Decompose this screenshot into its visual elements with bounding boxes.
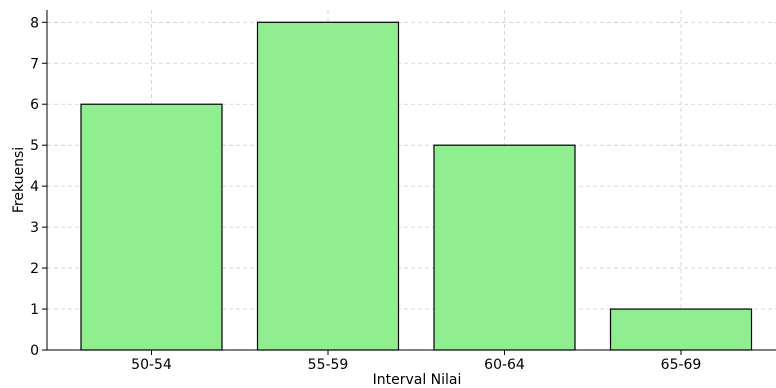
- x-tick-label: 50-54: [131, 357, 172, 373]
- bar: [609, 308, 753, 351]
- y-axis-label: Frekuensi: [11, 147, 27, 213]
- bar: [433, 144, 576, 351]
- x-tick-label: 65-69: [661, 357, 702, 373]
- y-axis-ticks: 0 1 2 3 4 5 6 7 8: [30, 15, 47, 359]
- y-tick-label: 5: [30, 138, 39, 154]
- x-axis-label: Interval Nilai: [373, 372, 462, 388]
- y-tick-label: 8: [30, 15, 39, 31]
- x-tick-label: 55-59: [308, 357, 349, 373]
- bar: [256, 21, 400, 351]
- y-tick-label: 6: [30, 97, 39, 113]
- y-tick-label: 0: [30, 343, 39, 359]
- y-tick-label: 1: [30, 302, 39, 318]
- y-tick-label: 3: [30, 220, 39, 236]
- y-tick-label: 2: [30, 261, 39, 277]
- y-tick-label: 4: [30, 179, 39, 195]
- x-axis-ticks: 50-54 55-59 60-64 65-69: [131, 350, 701, 373]
- axes: [46, 10, 776, 351]
- y-tick-label: 7: [30, 56, 39, 72]
- bar: [80, 103, 223, 351]
- x-tick-label: 60-64: [484, 357, 525, 373]
